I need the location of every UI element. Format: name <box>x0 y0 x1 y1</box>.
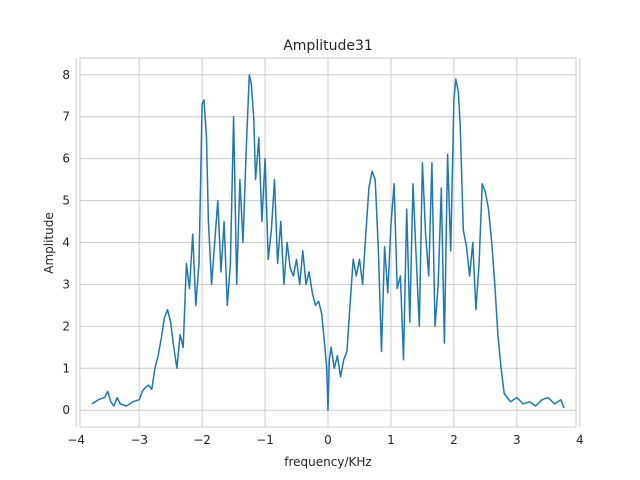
x-tick-label: 4 <box>576 433 584 447</box>
y-axis-label: Amplitude <box>42 212 56 274</box>
y-tick-label: 1 <box>62 361 70 375</box>
x-axis-label: frequency/KHz <box>284 455 371 469</box>
x-tick-label: 3 <box>513 433 521 447</box>
x-tick-label: 1 <box>387 433 395 447</box>
plot-frame <box>79 57 577 428</box>
y-tick-label: 5 <box>62 194 70 208</box>
y-tick-label: 7 <box>62 110 70 124</box>
y-tick-label: 3 <box>62 277 70 291</box>
y-tick-label: 6 <box>62 152 70 166</box>
chart-title: Amplitude31 <box>283 38 373 54</box>
x-tick-label: 2 <box>450 433 458 447</box>
x-tick-labels: −4 −3 −2 −1 0 1 2 3 4 <box>67 433 583 447</box>
y-tick-label: 2 <box>62 319 70 333</box>
x-tick-label: −2 <box>193 433 211 447</box>
x-tick-label: −4 <box>67 433 85 447</box>
y-tick-label: 0 <box>62 403 70 417</box>
y-tick-label: 4 <box>62 236 70 250</box>
x-tick-label: −3 <box>130 433 148 447</box>
x-tick-label: −1 <box>256 433 274 447</box>
x-tick-label: 0 <box>324 433 332 447</box>
y-tick-labels: 0 1 2 3 4 5 6 7 8 <box>62 68 70 417</box>
y-tick-label: 8 <box>62 68 70 82</box>
series-line <box>91 74 565 411</box>
